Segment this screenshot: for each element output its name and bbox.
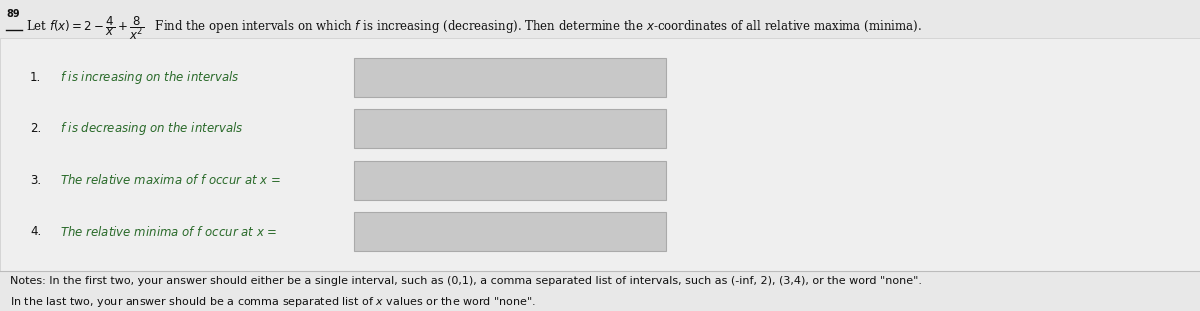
Text: $f$ is increasing on the intervals: $f$ is increasing on the intervals (60, 69, 240, 86)
Text: The relative maxima of $f$ occur at $x$ =: The relative maxima of $f$ occur at $x$ … (60, 173, 281, 187)
Text: 3.: 3. (30, 174, 41, 187)
Text: Notes: In the first two, your answer should either be a single interval, such as: Notes: In the first two, your answer sho… (10, 276, 922, 286)
Text: The relative minima of $f$ occur at $x$ =: The relative minima of $f$ occur at $x$ … (60, 225, 277, 239)
Text: In the last two, your answer should be a comma separated list of $x$ values or t: In the last two, your answer should be a… (10, 295, 535, 309)
Text: 2.: 2. (30, 122, 41, 135)
FancyBboxPatch shape (354, 109, 666, 148)
Text: 4.: 4. (30, 225, 41, 238)
Text: $f$ is decreasing on the intervals: $f$ is decreasing on the intervals (60, 120, 244, 137)
FancyBboxPatch shape (354, 160, 666, 200)
Text: Let $f(x) = 2 - \dfrac{4}{x} + \dfrac{8}{x^2}$   Find the open intervals on whic: Let $f(x) = 2 - \dfrac{4}{x} + \dfrac{8}… (26, 14, 923, 42)
FancyBboxPatch shape (0, 38, 1200, 271)
FancyBboxPatch shape (354, 58, 666, 97)
FancyBboxPatch shape (354, 212, 666, 252)
Text: 89: 89 (6, 9, 19, 19)
Text: 1.: 1. (30, 71, 41, 84)
